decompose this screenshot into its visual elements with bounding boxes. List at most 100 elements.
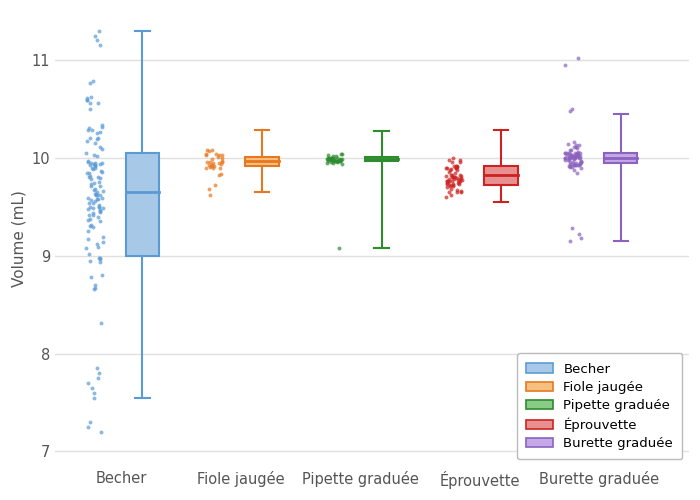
Point: [85, 172, 96, 180]
Point: [214, 164, 225, 172]
Point: [573, 152, 584, 160]
Point: [443, 178, 454, 186]
Point: [565, 152, 576, 160]
Point: [326, 154, 337, 162]
Point: [96, 194, 107, 202]
Point: [560, 154, 571, 162]
Point: [564, 107, 575, 115]
Point: [565, 154, 576, 162]
Point: [204, 148, 215, 156]
Point: [570, 152, 582, 160]
Point: [571, 150, 582, 158]
Point: [567, 160, 578, 168]
Point: [90, 162, 101, 170]
Point: [201, 146, 212, 154]
Point: [564, 146, 575, 154]
Point: [207, 164, 218, 172]
Point: [87, 126, 98, 134]
Point: [90, 184, 101, 192]
Point: [92, 213, 104, 221]
Point: [335, 157, 346, 165]
Point: [568, 154, 579, 162]
Point: [88, 208, 99, 216]
Point: [451, 174, 462, 182]
Point: [566, 224, 578, 232]
Point: [327, 152, 338, 160]
Point: [569, 143, 580, 151]
Point: [574, 154, 585, 162]
Point: [447, 182, 458, 190]
Point: [334, 156, 345, 164]
Point: [452, 163, 463, 171]
Point: [85, 160, 96, 168]
Point: [82, 126, 93, 134]
Point: [447, 154, 458, 162]
Point: [214, 172, 225, 179]
Point: [444, 182, 456, 190]
Point: [455, 172, 466, 180]
Point: [97, 159, 108, 167]
Point: [564, 162, 575, 170]
Point: [89, 179, 100, 187]
Point: [565, 237, 576, 245]
Point: [92, 152, 103, 160]
Point: [94, 128, 106, 136]
Point: [201, 164, 212, 172]
Point: [89, 164, 100, 172]
Point: [449, 174, 460, 182]
Point: [94, 207, 106, 215]
Point: [441, 180, 452, 188]
Point: [210, 150, 221, 158]
Point: [204, 191, 215, 199]
Point: [83, 206, 94, 214]
Point: [452, 188, 463, 196]
Point: [92, 173, 104, 181]
Point: [95, 320, 106, 328]
Point: [447, 158, 458, 166]
Point: [97, 233, 108, 241]
Point: [323, 154, 334, 162]
Point: [87, 164, 98, 172]
Point: [94, 144, 106, 152]
Point: [201, 150, 212, 158]
Point: [452, 176, 463, 184]
Point: [90, 159, 101, 167]
Point: [575, 152, 586, 160]
Point: [566, 146, 577, 154]
Point: [204, 185, 215, 193]
Point: [201, 158, 212, 166]
Point: [567, 151, 578, 159]
Point: [94, 258, 105, 266]
Point: [204, 162, 215, 170]
Point: [327, 156, 338, 164]
Point: [452, 166, 463, 174]
Point: [448, 180, 459, 188]
Point: [85, 159, 97, 167]
Point: [85, 94, 97, 102]
Point: [564, 162, 575, 170]
Point: [92, 36, 103, 44]
Point: [570, 152, 581, 160]
Point: [83, 124, 94, 132]
Point: [569, 150, 580, 158]
Point: [445, 165, 456, 173]
Point: [88, 210, 99, 218]
Point: [94, 26, 105, 34]
Point: [564, 154, 575, 162]
Point: [446, 171, 457, 179]
Point: [94, 191, 106, 199]
Point: [450, 162, 461, 170]
Point: [89, 394, 100, 402]
Point: [92, 195, 104, 203]
Point: [335, 150, 346, 158]
Point: [90, 197, 101, 205]
Point: [83, 250, 94, 258]
Point: [441, 176, 452, 184]
Point: [80, 244, 92, 252]
Point: [85, 273, 97, 281]
Point: [94, 254, 105, 262]
Point: [92, 191, 103, 199]
Point: [83, 169, 94, 177]
Point: [206, 146, 218, 154]
Point: [573, 161, 584, 169]
